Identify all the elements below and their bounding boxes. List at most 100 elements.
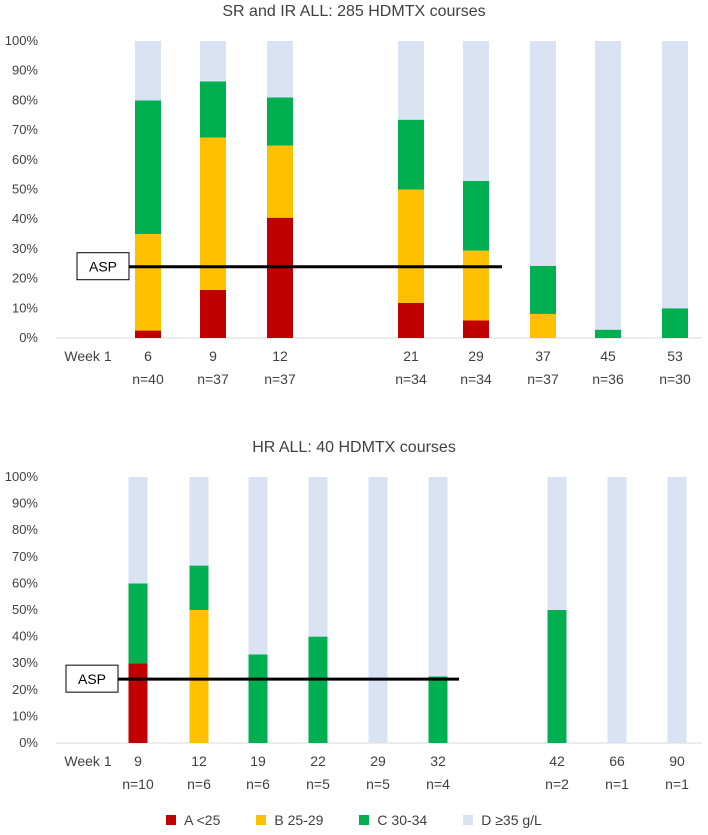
x-tick-label: 45	[600, 348, 616, 364]
x-tick-label: 32	[430, 753, 446, 769]
x-tick-label: 29	[468, 348, 484, 364]
x-tick-label: Week 1	[64, 348, 111, 364]
x-tick-label: 42	[549, 753, 565, 769]
bar-segment-d	[248, 477, 268, 655]
bar-segment-d	[595, 41, 621, 330]
bar-segment-c	[398, 119, 424, 190]
legend-label-c: C 30-34	[377, 812, 428, 828]
y-tick-label: 70%	[12, 122, 38, 137]
bar-segment-a	[267, 217, 293, 338]
bar-segment-c	[135, 100, 161, 235]
bar-segment-d	[308, 477, 328, 637]
y-tick-label: 40%	[12, 629, 38, 644]
n-label: n=1	[665, 776, 689, 792]
bar-segment-c	[308, 636, 328, 743]
bar-segment-c	[547, 610, 567, 743]
n-label: n=37	[264, 371, 296, 387]
bar-segment-b	[398, 189, 424, 303]
y-tick-label: 10%	[12, 708, 38, 723]
bar-segment-c	[128, 583, 148, 664]
legend: A <25 B 25-29 C 30-34 D ≥35 g/L	[0, 812, 708, 828]
bar-segment-b	[200, 137, 226, 290]
n-label: n=1	[605, 776, 629, 792]
legend-label-b: B 25-29	[274, 812, 324, 828]
bar-segment-c	[463, 180, 489, 251]
bar-segment-d	[530, 41, 556, 266]
bar-segment-a	[135, 330, 161, 338]
n-label: n=34	[460, 371, 492, 387]
n-label: n=37	[527, 371, 559, 387]
bar-segment-c	[200, 81, 226, 138]
bar-segment-b	[463, 250, 489, 321]
y-tick-label: 90%	[12, 63, 38, 78]
legend-label-d: D ≥35 g/L	[481, 812, 542, 828]
asp-label: ASP	[78, 671, 106, 687]
bar-segment-d	[398, 41, 424, 120]
bar-segment-b	[189, 610, 209, 743]
y-tick-label: 70%	[12, 549, 38, 564]
bar-segment-d	[463, 41, 489, 181]
n-label: n=5	[306, 776, 330, 792]
x-tick-label: 90	[669, 753, 685, 769]
bar-segment-d	[607, 477, 627, 743]
y-tick-label: 0%	[19, 735, 38, 750]
n-label: n=2	[545, 776, 569, 792]
legend-item-c: C 30-34	[359, 812, 427, 828]
n-label: n=30	[659, 371, 691, 387]
x-tick-label: 12	[191, 753, 207, 769]
y-tick-label: 80%	[12, 92, 38, 107]
bar-segment-d	[189, 477, 209, 566]
legend-swatch-a	[166, 815, 177, 825]
bar-segment-c	[428, 676, 448, 743]
n-label: n=6	[187, 776, 211, 792]
y-tick-label: 0%	[19, 330, 38, 345]
n-label: n=34	[395, 371, 427, 387]
bar-segment-c	[189, 565, 209, 610]
y-tick-label: 90%	[12, 496, 38, 511]
y-tick-label: 80%	[12, 522, 38, 537]
bar-segment-d	[667, 477, 687, 743]
bar-segment-c	[595, 329, 621, 338]
legend-swatch-b	[256, 815, 267, 825]
x-tick-label: 9	[209, 348, 217, 364]
x-tick-label: 53	[667, 348, 683, 364]
x-tick-label: 9	[134, 753, 142, 769]
x-tick-label: 21	[403, 348, 419, 364]
n-label: n=4	[426, 776, 450, 792]
asp-label-box	[65, 664, 119, 693]
n-label: n=40	[132, 371, 164, 387]
legend-swatch-d	[463, 815, 474, 825]
bar-segment-a	[200, 289, 226, 338]
legend-item-b: B 25-29	[256, 812, 323, 828]
bar-segment-d	[368, 477, 388, 743]
bar-segment-d	[128, 477, 148, 584]
bar-segment-c	[530, 265, 556, 314]
chart-title-0: SR and IR ALL: 285 HDMTX courses	[222, 3, 485, 20]
n-label: n=36	[592, 371, 624, 387]
y-tick-label: 20%	[12, 271, 38, 286]
bar-segment-a	[128, 663, 148, 743]
y-tick-label: 100%	[5, 469, 39, 484]
y-tick-label: 60%	[12, 575, 38, 590]
n-label: n=10	[122, 776, 154, 792]
legend-swatch-c	[359, 815, 370, 825]
n-label: n=37	[197, 371, 229, 387]
y-tick-label: 50%	[12, 602, 38, 617]
bar-segment-a	[463, 320, 489, 338]
x-tick-label: 22	[310, 753, 326, 769]
y-tick-label: 40%	[12, 211, 38, 226]
y-tick-label: 50%	[12, 182, 38, 197]
x-tick-label: 66	[609, 753, 625, 769]
n-label: n=6	[246, 776, 270, 792]
x-tick-label: Week 1	[64, 753, 111, 769]
asp-label-box	[76, 252, 130, 281]
bar-segment-d	[662, 41, 688, 309]
x-tick-label: 6	[144, 348, 152, 364]
x-tick-label: 37	[535, 348, 551, 364]
chart-title-1: HR ALL: 40 HDMTX courses	[252, 439, 456, 456]
legend-item-d: D ≥35 g/L	[463, 812, 542, 828]
bar-segment-d	[267, 41, 293, 98]
bar-segment-b	[135, 234, 161, 331]
y-tick-label: 30%	[12, 241, 38, 256]
